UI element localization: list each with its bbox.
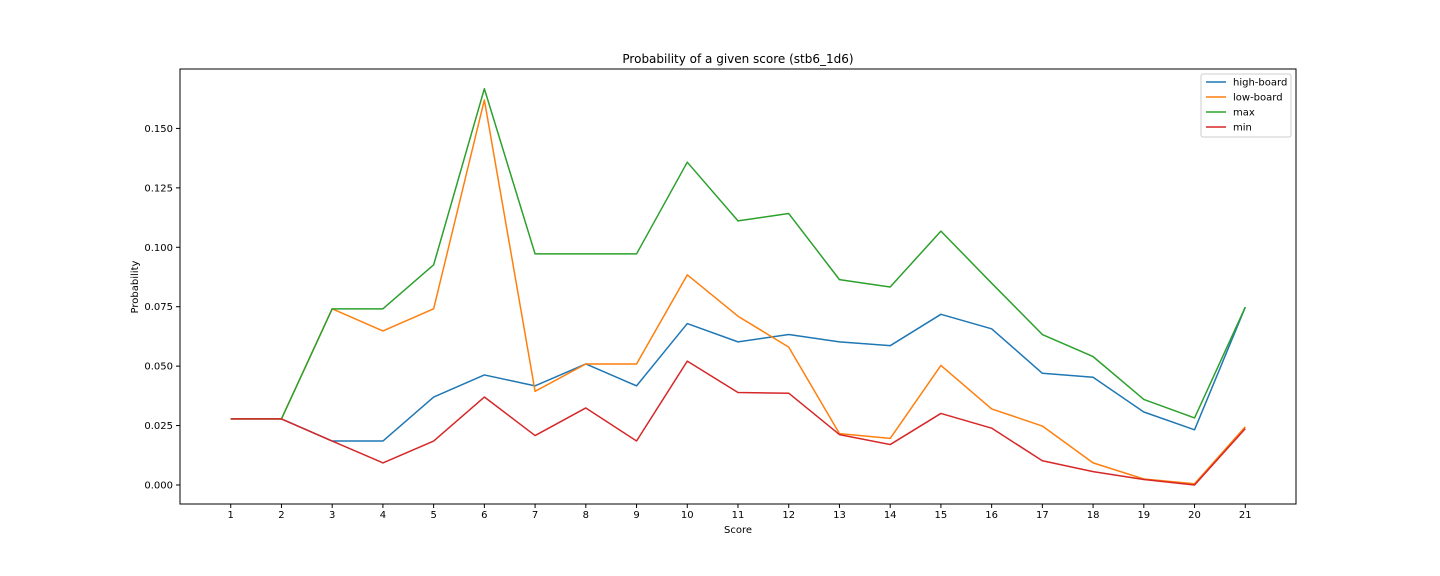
x-tick-label: 7 xyxy=(532,510,538,521)
x-tick-label: 12 xyxy=(782,510,795,521)
x-axis-label: Score xyxy=(724,525,752,536)
y-tick-label: 0.125 xyxy=(144,183,173,194)
x-tick-label: 20 xyxy=(1188,510,1201,521)
y-axis: 0.000 0.025 0.050 0.075 0.100 0.125 0.150 xyxy=(144,124,180,491)
x-tick-label: 11 xyxy=(732,510,745,521)
y-tick-label: 0.150 xyxy=(144,124,173,135)
legend-label-low-board: low-board xyxy=(1233,93,1283,104)
series-line-low-board xyxy=(230,99,1246,485)
x-tick-label: 9 xyxy=(633,510,639,521)
series-line-high-board xyxy=(230,306,1246,442)
x-tick-label: 4 xyxy=(380,510,386,521)
x-tick-label: 3 xyxy=(329,510,335,521)
x-tick-label: 6 xyxy=(481,510,487,521)
legend-label-high-board: high-board xyxy=(1233,78,1287,89)
x-tick-label: 2 xyxy=(278,510,284,521)
x-axis: 1 2 3 4 5 6 7 8 9 10 11 12 13 14 15 16 17 18 19 20 21 xyxy=(228,504,1252,521)
series-line-min xyxy=(230,360,1246,486)
y-tick-label: 0.075 xyxy=(144,302,173,313)
y-tick-label: 0.050 xyxy=(144,362,173,373)
x-tick-label: 21 xyxy=(1239,510,1252,521)
y-tick-label: 0.025 xyxy=(144,421,173,432)
legend-label-max: max xyxy=(1233,108,1255,119)
x-tick-label: 17 xyxy=(1036,510,1049,521)
x-tick-label: 19 xyxy=(1137,510,1150,521)
series-layer xyxy=(230,87,1246,486)
x-tick-label: 14 xyxy=(884,510,897,521)
x-tick-label: 10 xyxy=(681,510,694,521)
legend: high-board low-board max min xyxy=(1200,73,1292,138)
x-tick-label: 15 xyxy=(935,510,948,521)
y-tick-label: 0.100 xyxy=(144,243,173,254)
x-tick-label: 16 xyxy=(985,510,998,521)
y-axis-label: Probability xyxy=(130,260,141,313)
plot-frame xyxy=(179,68,1297,505)
chart-title: Probability of a given score (stb6_1d6) xyxy=(622,52,853,66)
legend-box xyxy=(1200,73,1292,138)
legend-label-min: min xyxy=(1233,123,1252,134)
series-line-max xyxy=(230,87,1246,420)
x-tick-label: 1 xyxy=(228,510,234,521)
x-tick-label: 5 xyxy=(430,510,436,521)
x-tick-label: 18 xyxy=(1087,510,1100,521)
x-tick-label: 8 xyxy=(583,510,589,521)
y-tick-label: 0.000 xyxy=(144,480,173,491)
x-tick-label: 13 xyxy=(833,510,846,521)
